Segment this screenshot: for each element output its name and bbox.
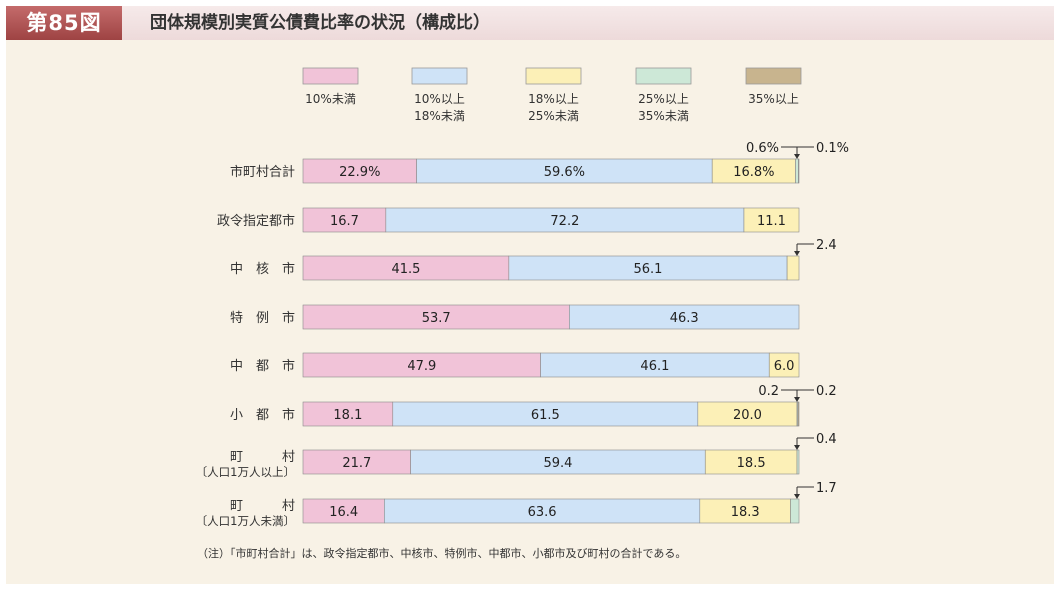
legend-swatch-4: [745, 67, 802, 85]
legend-swatch-3: [635, 67, 692, 85]
category-label: 町 村: [230, 499, 295, 514]
callout-arrow: [794, 251, 800, 256]
figure-title: 団体規模別実質公債費比率の状況（構成比）: [150, 13, 490, 33]
callout-label: 0.2: [758, 384, 779, 399]
legend-swatch-0: [302, 67, 359, 85]
data-label: 11.1: [757, 214, 786, 229]
data-label: 47.9: [407, 359, 436, 374]
callout-label: 0.6%: [746, 141, 779, 156]
data-label: 59.4: [543, 456, 572, 471]
bar-segment: [790, 498, 800, 524]
legend-label-2: 25%未満: [528, 109, 579, 123]
bar-segment: [385, 207, 745, 233]
bar-segment: [302, 255, 510, 281]
callout-label: 0.4: [816, 432, 837, 447]
footnote: （注）「市町村合計」は、政令指定都市、中核市、特例市、中都市、小都市及び町村の合…: [197, 547, 687, 560]
bar-segment: [410, 449, 706, 475]
callout-label: 0.2: [816, 384, 837, 399]
category-sublabel: 〔人口1万人以上〕: [196, 465, 295, 479]
data-label: 63.6: [528, 505, 557, 520]
data-label: 18.3: [731, 505, 760, 520]
data-label: 18.5: [737, 456, 766, 471]
bar-segment: [569, 304, 800, 330]
data-label: 46.3: [670, 311, 699, 326]
data-label: 22.9%: [339, 165, 380, 180]
callout-label: 1.7: [816, 481, 837, 496]
data-label: 21.7: [342, 456, 371, 471]
figure-panel: [6, 6, 1054, 584]
bar-segment: [796, 449, 800, 475]
callout-arrow: [794, 397, 800, 402]
bar-segment: [797, 401, 800, 427]
callout-arrow: [794, 154, 800, 159]
legend-label-3: 35%未満: [638, 109, 689, 123]
category-label: 中 都 市: [230, 358, 295, 374]
category-label: 政令指定都市: [217, 213, 295, 229]
data-label: 41.5: [391, 262, 420, 277]
bar-segment: [302, 207, 387, 233]
category-label: 中 核 市: [230, 261, 295, 277]
bar-segment: [711, 158, 796, 184]
callout-arrow: [794, 494, 800, 499]
bar-segment: [743, 207, 800, 233]
legend-swatch-2: [525, 67, 582, 85]
data-label: 53.7: [422, 311, 451, 326]
category-label: 町 村: [230, 450, 295, 465]
bar-segment: [302, 498, 385, 524]
data-label: 56.1: [633, 262, 662, 277]
bar-segment: [384, 498, 701, 524]
data-label: 16.7: [330, 214, 359, 229]
bar-segment: [508, 255, 788, 281]
legend-label-1: 18%未満: [414, 109, 465, 123]
bar-segment: [392, 401, 699, 427]
data-label: 16.4: [329, 505, 358, 520]
callout-label: 2.4: [816, 238, 837, 253]
figure-header: [6, 6, 1054, 40]
bar-segment: [302, 158, 417, 184]
data-label: 61.5: [531, 408, 560, 423]
bar-segment: [699, 498, 791, 524]
bar-segment: [704, 449, 798, 475]
bar-segment: [302, 449, 411, 475]
callout-label: 0.1%: [816, 141, 849, 156]
bar-segment: [302, 304, 570, 330]
data-label: 20.0: [733, 408, 762, 423]
data-label: 16.8%: [733, 165, 774, 180]
bar-segment: [786, 255, 800, 281]
category-label: 特 例 市: [230, 310, 295, 326]
legend-label-2: 18%以上: [528, 92, 579, 106]
data-label: 6.0: [774, 359, 795, 374]
legend-label-1: 10%以上: [414, 92, 465, 106]
bar-segment: [302, 401, 394, 427]
legend-label-0: 10%未満: [305, 92, 356, 106]
data-label: 59.6%: [544, 165, 585, 180]
figure-number-badge: 第85図: [6, 6, 122, 40]
legend-label-4: 35%以上: [748, 92, 799, 106]
legend-label-3: 25%以上: [638, 92, 689, 106]
data-label: 18.1: [333, 408, 362, 423]
callout-arrow: [794, 445, 800, 450]
category-label: 小 都 市: [230, 407, 295, 423]
category-label: 市町村合計: [230, 164, 295, 180]
data-label: 46.1: [640, 359, 669, 374]
bar-segment: [768, 352, 800, 378]
bar-segment: [795, 158, 799, 184]
legend-swatch-1: [411, 67, 468, 85]
bar-segment: [416, 158, 713, 184]
data-label: 72.2: [550, 214, 579, 229]
bar-segment: [697, 401, 798, 427]
bar-segment: [302, 352, 541, 378]
category-sublabel: 〔人口1万人未満〕: [196, 514, 295, 528]
